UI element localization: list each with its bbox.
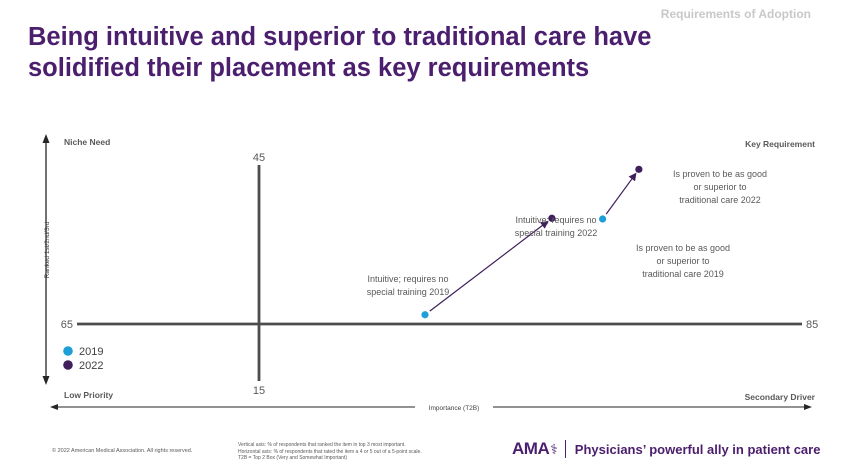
quadrant-niche-need: Niche Need (64, 137, 110, 147)
svg-text:Is proven to be as good: Is proven to be as good (673, 169, 767, 179)
trend-arrows (429, 172, 637, 312)
trend-arrow-1 (605, 172, 637, 215)
section-label: Requirements of Adoption (660, 7, 811, 21)
point-label-intuitive-2022: Intuitive; requires no special training … (515, 215, 598, 238)
legend: 2019 2022 (63, 346, 103, 372)
legend-label-2022: 2022 (79, 360, 103, 372)
brand-divider (564, 440, 566, 458)
svg-text:Intuitive; requires no: Intuitive; requires no (367, 274, 448, 284)
x-axis-title: Importance (T2B) (429, 405, 480, 412)
quadrant-key-requirement: Key Requirement (745, 139, 815, 149)
svg-text:special training 2022: special training 2022 (515, 228, 598, 238)
svg-text:or superior to: or superior to (656, 256, 709, 266)
legend-swatch-2019 (63, 346, 73, 356)
svg-text:Intuitive; requires no: Intuitive; requires no (515, 215, 596, 225)
trend-arrow-0 (429, 220, 549, 312)
footer-note: Vertical axis: % of respondents that ran… (238, 442, 406, 448)
y-axis-title: Ranked 1st/2nd/3rd (44, 221, 51, 278)
y-min-label: 15 (253, 385, 265, 397)
ama-logo: AMA (512, 439, 550, 458)
point-label-intuitive-2019: Intuitive; requires no special training … (367, 274, 450, 297)
footer-note: Horizontal axis: % of respondents that r… (238, 448, 422, 455)
title-line-2: solidified their placement as key requir… (28, 54, 590, 82)
outer-axis-y (42, 134, 50, 385)
point-superior-2019 (599, 215, 607, 223)
legend-label-2019: 2019 (79, 346, 103, 358)
svg-text:special training 2019: special training 2019 (367, 287, 450, 297)
point-intuitive-2019 (421, 311, 429, 319)
svg-text:traditional care 2019: traditional care 2019 (642, 269, 724, 279)
point-superior-2022 (635, 165, 643, 173)
footer-notes: Vertical axis: % of respondents that ran… (238, 442, 422, 462)
legend-swatch-2022 (63, 360, 73, 370)
page-title: Being intuitive and superior to traditio… (28, 22, 651, 84)
point-label-superior-2019: Is proven to be as good or superior to t… (636, 243, 730, 279)
x-max-label: 85 (806, 319, 818, 331)
point-intuitive-2022 (548, 214, 556, 222)
svg-text:Is proven to be as good: Is proven to be as good (636, 243, 730, 253)
quadrant-low-priority: Low Priority (64, 390, 113, 400)
data-points (421, 165, 643, 319)
caduceus-icon: ⚕ (550, 440, 558, 457)
y-max-label: 45 (253, 152, 265, 164)
svg-text:or superior to: or superior to (693, 182, 746, 192)
footer-note: T2B = Top 2 Box (Very and Somewhat Impor… (238, 455, 347, 461)
brand-footer: AMA ⚕ Physicians’ powerful ally in patie… (512, 436, 820, 462)
tagline: Physicians’ powerful ally in patient car… (574, 441, 821, 457)
point-label-superior-2022: Is proven to be as good or superior to t… (673, 169, 767, 205)
svg-text:traditional care 2022: traditional care 2022 (679, 195, 761, 205)
x-min-label: 65 (61, 319, 73, 331)
title-line-1: Being intuitive and superior to traditio… (28, 23, 652, 51)
copyright: © 2022 American Medical Association. All… (52, 448, 193, 454)
quadrant-secondary-driver: Secondary Driver (745, 392, 816, 402)
